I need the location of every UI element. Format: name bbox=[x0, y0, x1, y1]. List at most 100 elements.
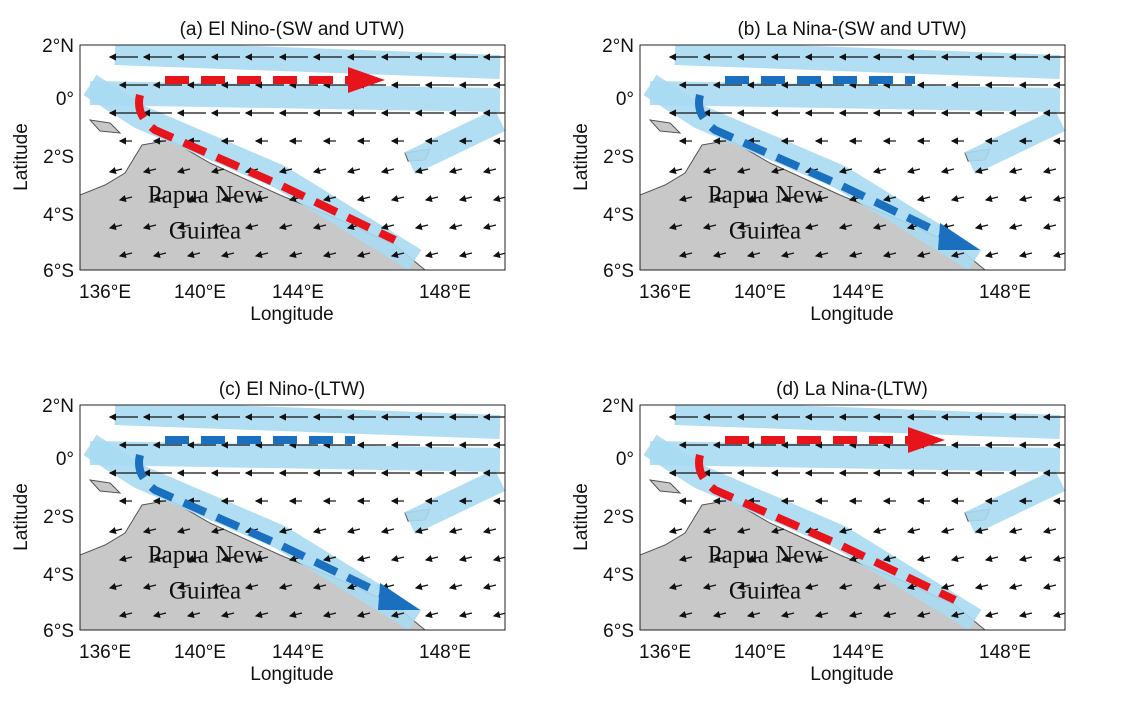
flow-vector bbox=[390, 611, 405, 619]
y-tick-label: 2°N bbox=[602, 36, 634, 57]
flow-vector bbox=[1042, 583, 1057, 591]
flow-vector bbox=[176, 167, 191, 175]
y-tick-label: 6°S bbox=[43, 621, 74, 642]
flow-vector bbox=[390, 555, 405, 563]
flow-vector bbox=[746, 555, 761, 563]
flow-vector bbox=[186, 195, 201, 203]
flow-vector bbox=[220, 251, 235, 259]
land-label: Guinea bbox=[169, 578, 241, 605]
current-band bbox=[964, 109, 1065, 174]
flow-vector bbox=[770, 583, 785, 591]
flow-vector bbox=[1052, 555, 1065, 563]
x-tick-label: 140°E bbox=[174, 282, 226, 303]
flow-vector bbox=[482, 527, 497, 535]
flow-vector bbox=[678, 555, 693, 563]
flow-vector bbox=[254, 251, 269, 259]
arrow-head bbox=[348, 67, 385, 93]
flow-vector bbox=[974, 527, 989, 535]
flow-vector bbox=[882, 251, 897, 259]
panel-title: (b) La Nina-(SW and UTW) bbox=[737, 19, 966, 40]
flow-vector bbox=[176, 583, 191, 591]
flow-vector bbox=[736, 527, 751, 535]
flow-vector bbox=[712, 555, 727, 563]
flow-vector bbox=[872, 527, 887, 535]
flow-vector bbox=[668, 583, 683, 591]
y-tick-label: 2°S bbox=[603, 147, 634, 168]
flow-vector bbox=[186, 611, 201, 619]
flow-vector bbox=[736, 223, 751, 231]
flow-vector bbox=[312, 167, 327, 175]
flow-vector bbox=[916, 251, 931, 259]
x-tick-label: 136°E bbox=[79, 282, 131, 303]
flow-vector bbox=[1042, 527, 1057, 535]
x-axis-label: Longitude bbox=[250, 664, 333, 685]
flow-vector bbox=[1018, 555, 1033, 563]
flow-vector bbox=[940, 583, 955, 591]
flow-vector bbox=[1008, 527, 1023, 535]
flow-vector bbox=[220, 611, 235, 619]
flow-vector bbox=[424, 195, 439, 203]
y-axis-label: Latitude bbox=[11, 123, 32, 191]
y-tick-label: 2°S bbox=[43, 147, 74, 168]
flow-vector bbox=[804, 583, 819, 591]
flow-vector bbox=[152, 555, 167, 563]
flow-vector bbox=[448, 583, 463, 591]
flow-vector bbox=[746, 195, 761, 203]
dashed-current bbox=[135, 94, 397, 244]
flow-vector bbox=[848, 611, 863, 619]
x-axis-label: Longitude bbox=[810, 304, 893, 325]
flow-vector bbox=[974, 583, 989, 591]
land-label: Papua New bbox=[708, 542, 823, 569]
flow-vector bbox=[244, 223, 259, 231]
flow-vector bbox=[814, 611, 829, 619]
flow-vector bbox=[244, 583, 259, 591]
flow-vector bbox=[1018, 251, 1033, 259]
arrow-head bbox=[378, 583, 420, 610]
flow-vector bbox=[142, 527, 157, 535]
flow-vector bbox=[118, 555, 133, 563]
flow-vector bbox=[702, 527, 717, 535]
flow-vector bbox=[838, 583, 853, 591]
flow-vector bbox=[254, 555, 269, 563]
y-tick-label: 6°S bbox=[603, 261, 634, 282]
flow-vector bbox=[458, 195, 473, 203]
land-label: Guinea bbox=[729, 578, 801, 605]
flow-vector bbox=[220, 555, 235, 563]
flow-vector bbox=[108, 223, 123, 231]
flow-vector bbox=[424, 251, 439, 259]
flow-vector bbox=[950, 251, 965, 259]
dashed-current bbox=[695, 94, 957, 244]
flow-vector bbox=[668, 167, 683, 175]
flow-vector bbox=[492, 555, 505, 563]
flow-vector bbox=[424, 611, 439, 619]
current-band bbox=[674, 45, 1061, 79]
flow-vector bbox=[1018, 195, 1033, 203]
flow-vector bbox=[916, 195, 931, 203]
flow-vector bbox=[984, 611, 999, 619]
flow-vector bbox=[814, 251, 829, 259]
flow-vector bbox=[322, 195, 337, 203]
land bbox=[80, 499, 426, 630]
land bbox=[80, 139, 426, 270]
flow-vector bbox=[906, 527, 921, 535]
island bbox=[648, 119, 682, 134]
flow-vector bbox=[482, 223, 497, 231]
y-tick-label: 4°S bbox=[43, 205, 74, 226]
flow-vector bbox=[414, 167, 429, 175]
flow-vector bbox=[1052, 611, 1065, 619]
x-tick-label: 144°E bbox=[272, 642, 324, 663]
flow-vector bbox=[448, 167, 463, 175]
flow-vector bbox=[950, 195, 965, 203]
map-area bbox=[640, 405, 1065, 630]
x-tick-label: 140°E bbox=[734, 282, 786, 303]
flow-vector bbox=[424, 555, 439, 563]
x-axis-label: Longitude bbox=[250, 304, 333, 325]
current-band bbox=[674, 405, 1061, 439]
flow-vector bbox=[1042, 223, 1057, 231]
current-band bbox=[114, 45, 501, 79]
flow-vector bbox=[1018, 611, 1033, 619]
flow-vector bbox=[668, 223, 683, 231]
x-tick-label: 148°E bbox=[419, 642, 471, 663]
flow-vector bbox=[118, 195, 133, 203]
